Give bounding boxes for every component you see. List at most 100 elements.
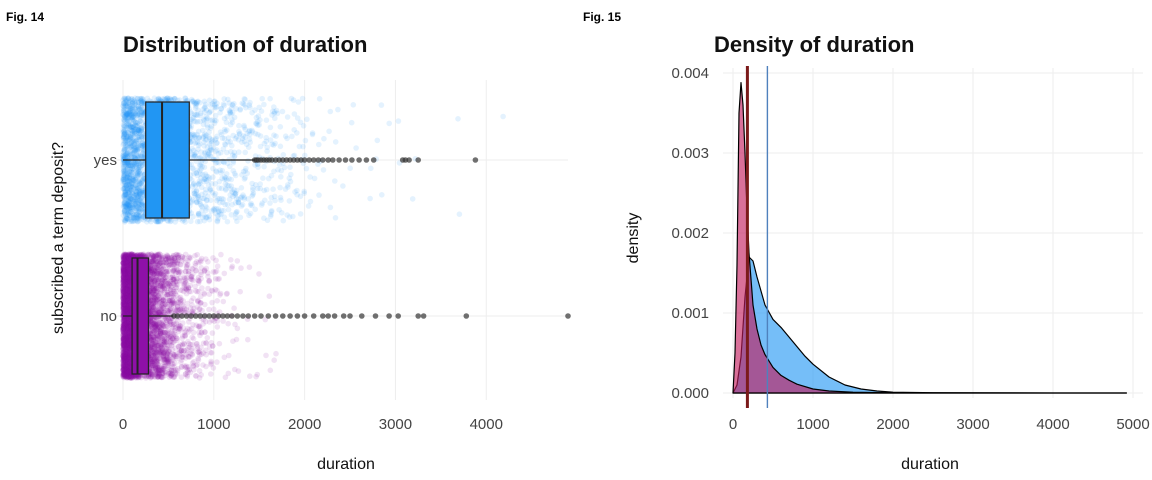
jitter-point: [167, 218, 174, 225]
jitter-point: [247, 373, 253, 380]
jitter-point: [269, 141, 275, 148]
jitter-point: [335, 106, 341, 113]
jitter-point: [374, 137, 381, 144]
jitter-point: [121, 123, 127, 130]
jitter-point: [120, 159, 126, 166]
jitter-point: [123, 191, 130, 198]
jitter-point: [127, 199, 133, 206]
jitter-point: [297, 211, 304, 217]
jitter-point: [137, 196, 143, 203]
jitter-point: [225, 135, 232, 141]
jitter-point: [138, 201, 145, 207]
jitter-point: [228, 183, 235, 189]
jitter-point: [122, 156, 128, 163]
jitter-point: [321, 135, 327, 142]
jitter-point: [286, 214, 293, 220]
jitter-point: [276, 207, 282, 213]
jitter-point: [120, 154, 126, 160]
jitter-point: [297, 193, 304, 200]
jitter-point: [234, 187, 240, 194]
jitter-point: [241, 138, 248, 145]
jitter-point: [140, 131, 147, 137]
jitter-point: [278, 174, 284, 180]
jitter-point: [307, 198, 314, 205]
jitter-point: [206, 213, 213, 219]
jitter-point: [307, 174, 313, 180]
jitter-point: [125, 177, 131, 184]
jitter-point: [259, 200, 266, 206]
jitter-point: [196, 211, 202, 218]
jitter-point: [274, 110, 281, 117]
jitter-point: [232, 172, 239, 179]
jitter-point: [197, 118, 203, 125]
jitter-point: [138, 95, 145, 102]
jitter-point: [206, 109, 213, 115]
jitter-point: [125, 106, 132, 113]
jitter-point: [124, 160, 131, 166]
jitter-point: [270, 186, 276, 192]
jitter-point: [193, 101, 199, 108]
jitter-point: [188, 123, 195, 129]
jitter-point: [123, 135, 129, 142]
jitter-point: [320, 167, 327, 173]
jitter-point: [201, 143, 207, 149]
jitter-point: [120, 135, 127, 141]
jitter-point: [132, 126, 138, 132]
jitter-point: [386, 120, 393, 127]
jitter-point: [125, 194, 132, 200]
jitter-point: [136, 130, 142, 136]
jitter-point: [237, 214, 244, 221]
jitter-point: [139, 178, 146, 184]
jitter-point: [131, 138, 137, 144]
jitter-point: [294, 130, 300, 136]
jitter-point: [120, 212, 127, 219]
jitter-point: [267, 200, 273, 206]
jitter-point: [138, 142, 145, 149]
jitter-point: [243, 104, 249, 111]
jitter-point: [224, 127, 230, 133]
jitter-point: [196, 198, 203, 205]
jitter-point: [194, 119, 201, 125]
jitter-point: [129, 104, 136, 111]
jitter-point: [123, 123, 129, 129]
jitter-point: [327, 204, 334, 211]
jitter-point: [244, 170, 250, 177]
jitter-point: [208, 140, 215, 146]
jitter-point: [136, 193, 142, 199]
jitter-point: [409, 196, 416, 202]
jitter-point: [236, 131, 243, 138]
jitter-point: [203, 197, 210, 203]
jitter-point: [132, 95, 138, 101]
jitter-point: [121, 170, 128, 176]
jitter-point: [121, 109, 127, 115]
jitter-point: [271, 168, 277, 175]
jitter-point: [207, 145, 214, 151]
jitter-point: [195, 107, 201, 114]
jitter-point: [136, 153, 143, 159]
jitter-point: [124, 117, 131, 124]
jitter-point: [130, 138, 137, 145]
jitter-point: [230, 168, 237, 174]
jitter-point: [272, 109, 278, 115]
jitter-point: [208, 108, 214, 114]
jitter-point: [238, 185, 245, 191]
jitter-point: [132, 195, 139, 201]
jitter-point: [132, 207, 138, 214]
jitter-point: [133, 138, 140, 144]
jitter-point: [207, 117, 213, 124]
jitter-point: [122, 182, 129, 189]
jitter-point: [272, 197, 278, 204]
jitter-point: [332, 215, 339, 221]
jitter-point: [228, 105, 235, 111]
jitter-point: [226, 196, 233, 203]
jitter-point: [294, 115, 301, 121]
jitter-point: [135, 105, 142, 111]
jitter-point: [232, 190, 239, 197]
jitter-point: [245, 144, 252, 150]
jitter-point: [135, 112, 141, 118]
jitter-point: [139, 187, 146, 193]
jitter-point: [252, 107, 258, 113]
jitter-point: [240, 192, 246, 198]
jitter-point: [133, 105, 139, 112]
jitter-point: [287, 178, 294, 185]
